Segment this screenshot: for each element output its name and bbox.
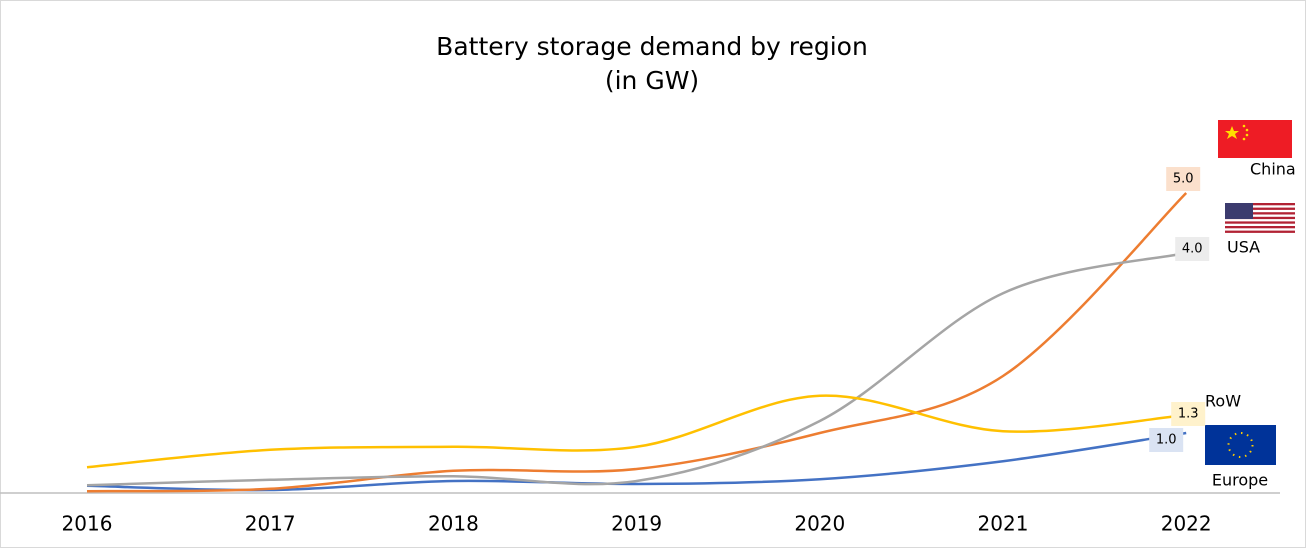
data-label: 5.0 bbox=[1173, 172, 1194, 187]
x-tick-label: 2021 bbox=[978, 512, 1029, 536]
x-tick-label: 2017 bbox=[245, 512, 296, 536]
series-name: China bbox=[1250, 160, 1296, 179]
x-tick-label: 2019 bbox=[611, 512, 662, 536]
x-tick-label: 2016 bbox=[62, 512, 113, 536]
data-label-box bbox=[1171, 402, 1206, 426]
flag-usa bbox=[1225, 203, 1295, 233]
chart-subtitle: (in GW) bbox=[605, 66, 699, 95]
series-name: RoW bbox=[1205, 392, 1241, 411]
x-tick-label: 2022 bbox=[1161, 512, 1212, 536]
flag-eu bbox=[1205, 425, 1276, 465]
series-name: USA bbox=[1227, 238, 1260, 257]
series-name: Europe bbox=[1212, 471, 1268, 490]
x-tick-label: 2018 bbox=[428, 512, 479, 536]
x-tick-label: 2020 bbox=[794, 512, 845, 536]
data-label-box bbox=[1149, 428, 1184, 452]
series-line bbox=[86, 251, 1187, 487]
series-line bbox=[86, 192, 1188, 493]
chart-title: Battery storage demand by region bbox=[436, 32, 868, 61]
data-label: 1.3 bbox=[1178, 407, 1199, 422]
data-label: 1.0 bbox=[1156, 433, 1177, 448]
data-label: 4.0 bbox=[1182, 242, 1203, 257]
flag-china bbox=[1218, 120, 1292, 158]
data-label-box bbox=[1166, 167, 1201, 191]
series-line bbox=[86, 394, 1187, 469]
data-label-box bbox=[1175, 237, 1210, 261]
